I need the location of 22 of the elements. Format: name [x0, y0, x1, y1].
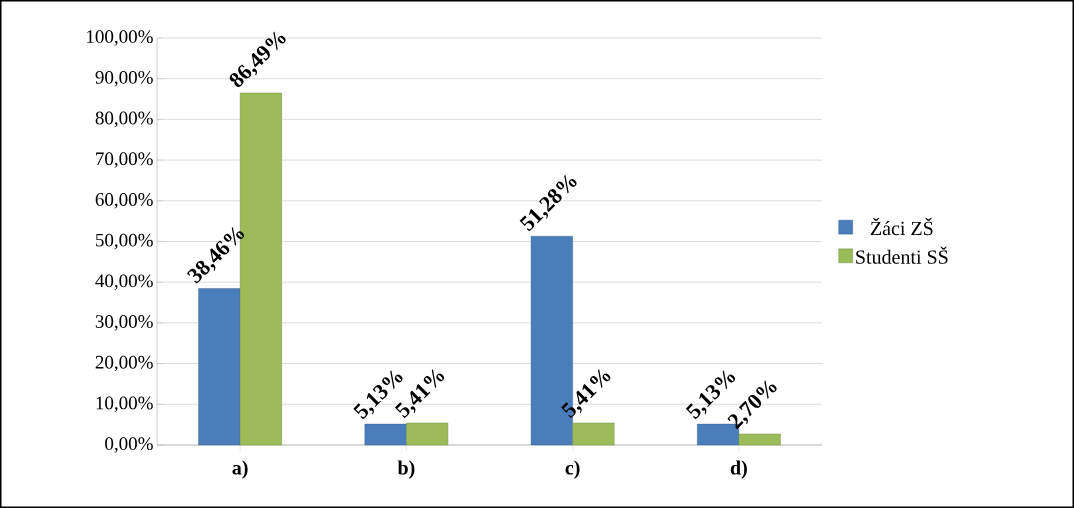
y-tick-label: 70,00% — [96, 152, 153, 168]
y-tick-label: 10,00% — [96, 396, 153, 413]
y-tick-label: 80,00% — [95, 111, 153, 128]
x-tick-label: b) — [397, 460, 415, 479]
y-tick-label: 50,00% — [96, 233, 153, 250]
legend-label: Studenti SŠ — [856, 246, 948, 264]
bar — [364, 423, 407, 446]
y-tick-label: 30,00% — [95, 315, 153, 331]
x-tick-label: c) — [565, 460, 580, 479]
x-tick-label: a) — [232, 460, 248, 479]
y-tick-label: 20,00% — [95, 355, 153, 372]
y-tick-label: 90,00% — [95, 70, 153, 87]
bar — [406, 422, 449, 446]
legend-label: Žáci ZŠ — [870, 217, 933, 236]
bar — [738, 433, 781, 446]
y-tick-label: 100,00% — [87, 30, 153, 46]
bar — [572, 422, 615, 446]
x-tick-label: d) — [730, 460, 747, 479]
bar — [198, 288, 241, 446]
y-tick-label: 0,00% — [105, 437, 153, 453]
y-tick-label: 60,00% — [95, 193, 153, 209]
y-tick-label: 40,00% — [95, 274, 153, 290]
